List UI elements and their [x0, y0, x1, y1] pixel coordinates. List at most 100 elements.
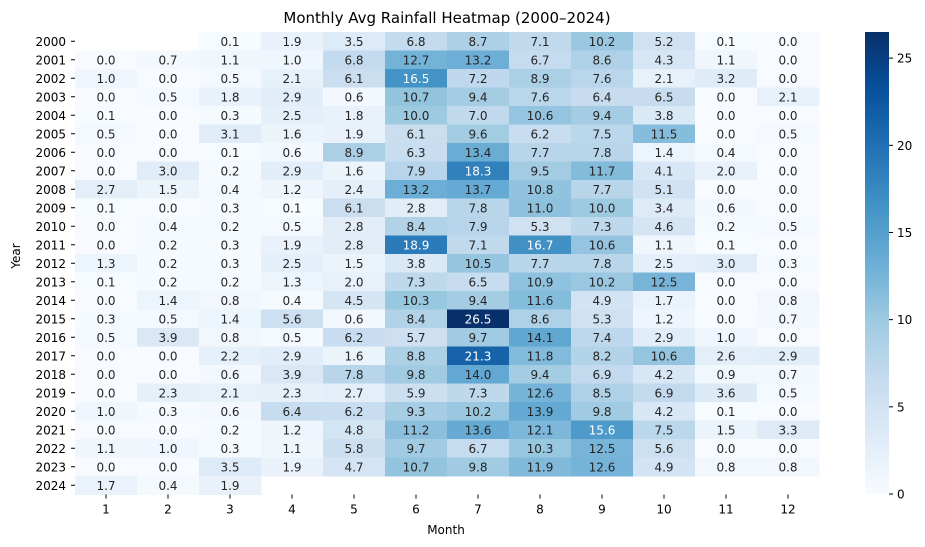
cell-value-label: 0.6: [344, 312, 363, 326]
heatmap-cell: [199, 328, 262, 347]
heatmap-cell: [323, 50, 386, 70]
cell-value-label: 1.6: [344, 349, 363, 363]
cell-value-label: 0.5: [282, 331, 301, 345]
cell-value-label: 0.0: [716, 442, 735, 456]
cell-value-label: 2.8: [406, 201, 425, 215]
cell-value-label: 3.9: [282, 368, 301, 382]
x-axis-label: Month: [427, 523, 465, 537]
cell-value-label: 13.9: [527, 405, 554, 419]
cell-value-label: 0.4: [716, 146, 735, 160]
cell-value-label: 8.4: [406, 220, 425, 234]
cell-value-label: 2.9: [654, 331, 673, 345]
cell-value-label: 3.2: [716, 72, 735, 86]
cell-value-label: 0.2: [220, 275, 239, 289]
heatmap-cell: [509, 457, 572, 477]
heatmap-cell: [261, 106, 324, 125]
cell-value-label: 0.0: [96, 368, 115, 382]
cell-value-label: 6.1: [344, 72, 363, 86]
heatmap-cell: [75, 69, 138, 88]
heatmap-cell: [75, 235, 138, 255]
heatmap-cell: [385, 124, 448, 144]
heatmap-cell: [385, 272, 448, 292]
heatmap-cell: [633, 383, 696, 403]
heatmap-cell: [323, 420, 386, 440]
heatmap-cell: [571, 328, 634, 347]
heatmap-cell: [385, 180, 448, 199]
cell-value-label: 21.3: [465, 349, 492, 363]
heatmap-cell: [447, 254, 510, 273]
cell-value-label: 12.7: [403, 53, 430, 67]
heatmap-cell: [509, 365, 572, 384]
heatmap-cell: [385, 198, 448, 218]
cell-value-label: 10.6: [651, 349, 678, 363]
cell-value-label: 0.5: [158, 90, 177, 104]
cell-value-label: 2.3: [158, 386, 177, 400]
cell-value-label: 3.0: [716, 257, 735, 271]
heatmap-cell: [757, 457, 820, 477]
cell-value-label: 0.3: [220, 109, 239, 123]
x-tick-label: 10: [656, 503, 671, 517]
x-tick-label: 4: [288, 503, 296, 517]
heatmap-cell: [199, 87, 262, 107]
heatmap-cell: [75, 439, 138, 458]
cell-value-label: 1.0: [158, 442, 177, 456]
cell-value-label: 10.2: [589, 35, 616, 49]
heatmap-cell: [385, 383, 448, 403]
cell-value-label: 7.8: [468, 201, 487, 215]
heatmap-cell: [75, 124, 138, 144]
cell-value-label: 7.8: [592, 257, 611, 271]
heatmap-cell: [447, 161, 510, 181]
cell-value-label: 11.9: [527, 460, 554, 474]
heatmap-cell: [447, 383, 510, 403]
cell-value-label: 9.7: [468, 331, 487, 345]
cell-value-label: 0.4: [220, 183, 239, 197]
cell-value-label: 13.2: [465, 53, 492, 67]
heatmap-cell: [757, 420, 820, 440]
x-tick-label: 5: [350, 503, 358, 517]
y-axis-ticks: 2000 2001 2002 2003 2004 2005 2006 2007 2008 2009…: [35, 35, 75, 493]
heatmap-cell: [633, 365, 696, 384]
heatmap-cell: [75, 383, 138, 403]
heatmap-cell: [261, 420, 324, 440]
heatmap-cell: [261, 124, 324, 144]
cell-value-label: 2.1: [220, 386, 239, 400]
heatmap-cell: [385, 309, 448, 329]
heatmap-cell: [385, 402, 448, 421]
y-tick-label: 2019: [35, 386, 66, 400]
cell-value-label: 0.5: [220, 72, 239, 86]
colorbar-tick-label: 5: [897, 400, 905, 414]
heatmap-cell: [571, 365, 634, 384]
cell-value-label: 7.7: [530, 257, 549, 271]
heatmap-cell: [199, 161, 262, 181]
heatmap-cell: [509, 383, 572, 403]
cell-value-label: 4.9: [654, 460, 673, 474]
heatmap-cell: [323, 106, 386, 125]
colorbar-gradient: [865, 32, 889, 494]
heatmap-cell: [447, 124, 510, 144]
cell-value-label: 0.5: [282, 220, 301, 234]
cell-value-label: 2.0: [344, 275, 363, 289]
heatmap-cell: [633, 32, 696, 51]
cell-value-label: 0.0: [96, 220, 115, 234]
cell-value-label: 0.0: [778, 238, 797, 252]
heatmap-cell: [509, 161, 572, 181]
cell-value-label: 0.8: [778, 294, 797, 308]
cell-value-label: 11.7: [589, 164, 616, 178]
heatmap-cell: [385, 346, 448, 366]
heatmap-cell: [757, 32, 820, 51]
cell-value-label: 3.1: [220, 127, 239, 141]
cell-value-label: 4.1: [654, 164, 673, 178]
cell-value-label: 0.5: [96, 331, 115, 345]
y-tick-label: 2011: [35, 238, 66, 252]
cell-value-label: 0.3: [220, 201, 239, 215]
heatmap-cell: [571, 383, 634, 403]
cell-value-label: 0.0: [778, 53, 797, 67]
heatmap-cell: [571, 291, 634, 310]
heatmap-cell: [323, 365, 386, 384]
colorbar-tick-label: 25: [897, 52, 912, 66]
y-tick-label: 2012: [35, 257, 66, 271]
heatmap-cell: [199, 235, 262, 255]
heatmap-cell: [757, 439, 820, 458]
cell-value-label: 1.0: [96, 405, 115, 419]
